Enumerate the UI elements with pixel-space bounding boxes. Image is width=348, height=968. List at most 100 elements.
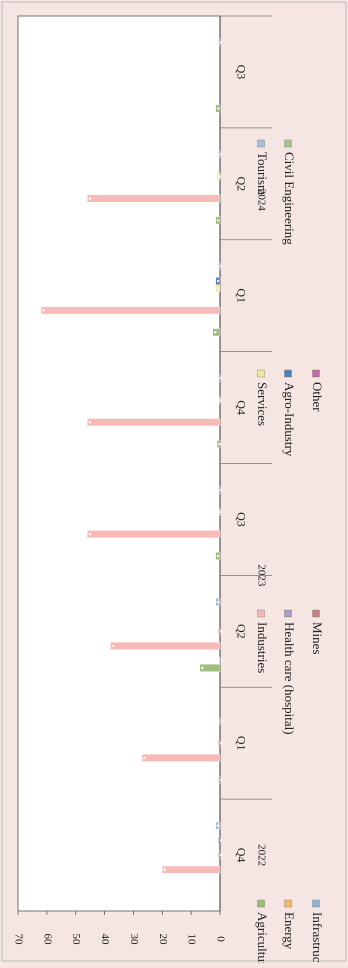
legend-label: Industries [255,622,270,673]
bar-agriculture [199,664,221,672]
value-tick-label: 30 [128,934,140,946]
legend-label: Agro-Industry [282,382,297,457]
legend-label: Services [255,382,270,426]
legend: Industries Health care (hospital) Mines Ser… [255,139,325,968]
value-tick-label: 0 [214,936,226,942]
bar-services [218,508,221,516]
legend-label: Health care (hospital) [282,622,297,735]
legend-swatch [284,899,292,908]
bar-services [218,396,221,405]
legend-swatch [284,139,292,148]
legend-label: Energy [282,912,297,950]
bar-cap [163,868,166,871]
bar-other [218,717,221,726]
bar-cap [88,197,91,200]
plot-area [17,15,221,912]
bar-cap [220,720,223,723]
bar-cap [216,554,220,558]
legend-label: Tourism [255,152,270,195]
legend-swatch [257,899,265,908]
bar-cap [219,510,223,514]
legend-swatch [257,369,265,378]
bar-cap [88,421,91,424]
legend-swatch [312,899,320,908]
legend-label: Mines [310,622,325,655]
bar-cap [219,853,223,857]
bar-cap [219,41,223,44]
legend-swatch [284,369,292,378]
bar-tourism [218,38,221,47]
bar-agriculture [218,775,221,784]
bar-cap [216,107,220,110]
legend-label: Civil Engineering [282,152,297,245]
bar-cap [214,331,217,334]
bar-mines [218,851,221,859]
bar-cap [111,644,115,648]
bar-cap [219,741,223,745]
legend-label: Other [310,382,325,412]
bar-cap [219,630,223,633]
bar-tourism [218,262,221,271]
bar-industries [87,418,221,427]
legend-swatch [257,609,265,618]
value-tick-label: 10 [186,934,198,946]
bar-mines [218,739,221,747]
bar-cap [219,839,223,842]
bar-industries [87,194,221,203]
bar-agro-industry [218,836,221,845]
bar-energy [218,656,221,665]
bar-cap [219,153,223,156]
bar-cap [219,778,223,782]
bar-industries [141,754,221,762]
bar-cap [216,219,220,222]
bar-cap [42,309,45,312]
bar-cap [216,600,220,604]
bar-tourism [218,486,221,494]
category-label: Q2 [234,624,248,639]
bar-cap [219,377,223,380]
value-tick-label: 60 [41,934,53,946]
legend-label: Infrastructure [310,912,325,963]
bar-industries [87,530,221,538]
bar-cap [88,532,91,536]
bar-tourism [218,374,221,383]
category-label: Q1 [234,736,248,751]
value-tick-label: 40 [99,934,111,946]
legend-swatch [257,139,265,148]
year-label: 2022 [255,844,267,866]
category-label: Q4 [234,400,248,415]
year-label: 2024 [255,189,267,212]
year-label: 2023 [255,564,267,587]
bar-cap [216,287,220,290]
bar-cap [220,659,223,662]
legend-swatch [312,369,320,378]
bar-cap [201,666,204,670]
bar-cap [218,442,221,446]
tick-layer: Q4 Q1 Q2 Q3 Q4 Q1 Q2 Q3 2022 2023 2024 0 10 20 30 40 50 6… [12,15,272,946]
legend-swatch [284,609,292,618]
bar-cap [219,488,223,492]
category-label: Q2 [234,176,248,191]
category-label: Q3 [234,65,248,80]
value-tick-label: 20 [157,934,169,946]
bar-mines [218,627,221,636]
bar-tourism [218,150,221,159]
plot-layer [17,15,223,912]
bar-industries [162,865,221,874]
category-label: Q4 [234,848,248,863]
bar-cap [216,279,220,283]
bar-cap [216,824,220,827]
value-tick-label: 50 [70,934,82,946]
bar-industries [40,306,221,315]
bar-cap [143,756,146,760]
category-label: Q1 [234,288,248,303]
legend-label: Agriculture [255,912,270,963]
bar-cap [218,175,221,178]
value-tick-label: 70 [12,934,24,946]
bar-cap [219,265,223,268]
bar-cap [219,399,223,402]
legend-swatch [312,609,320,618]
category-label: Q3 [234,512,248,527]
